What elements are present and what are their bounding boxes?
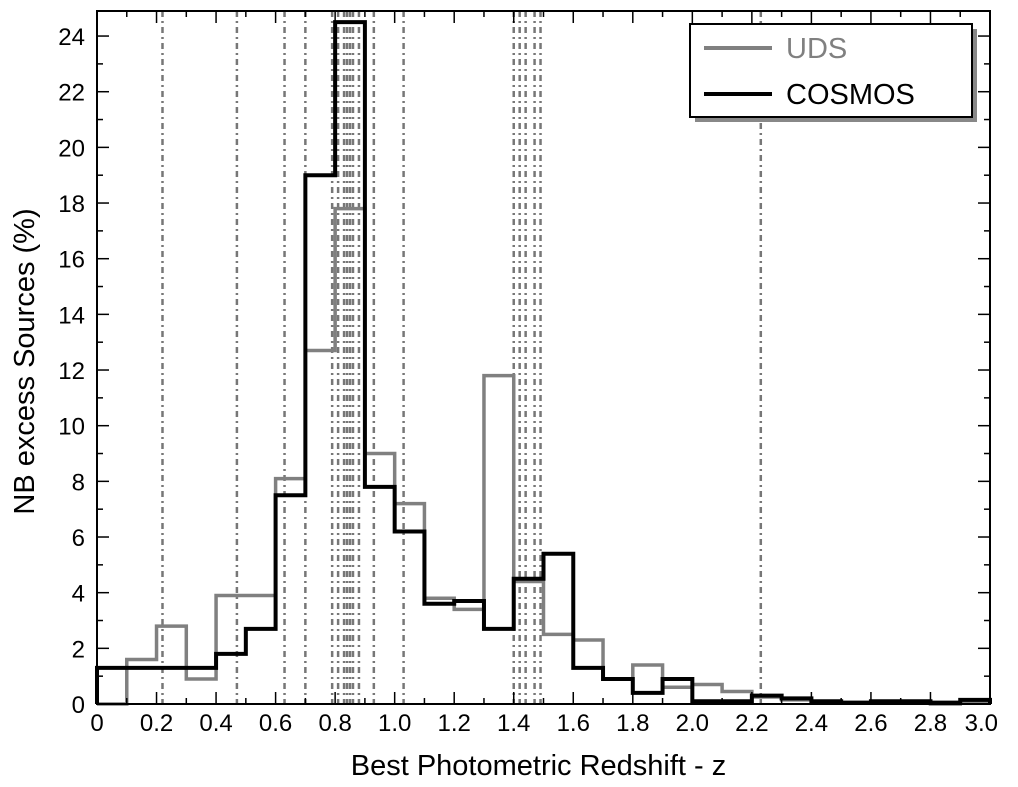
y-tick-label: 18 <box>58 191 85 218</box>
x-tick-label: 2.8 <box>914 710 947 737</box>
y-tick-label: 6 <box>72 525 85 552</box>
legend-label-cosmos: COSMOS <box>786 79 915 111</box>
x-tick-label: 0.8 <box>318 710 351 737</box>
x-tick-labels: 0 0.2 0.4 0.6 0.8 1.0 1.2 1.4 1.6 1.8 2.0 2.2 2.4 2.6… <box>90 710 998 737</box>
legend-box <box>689 23 973 118</box>
y-tick-label: 10 <box>58 414 85 441</box>
legend-label-uds: UDS <box>786 33 847 65</box>
x-axis-label: Best Photometric Redshift - z <box>351 750 727 782</box>
x-tick-label: 1.4 <box>497 710 530 737</box>
x-tick-label: 3.0 <box>965 710 998 737</box>
y-tick-label: 8 <box>72 469 85 496</box>
y-tick-label: 16 <box>58 247 85 274</box>
y-tick-label: 22 <box>58 80 85 107</box>
y-tick-label: 24 <box>58 24 85 51</box>
y-tick-label: 2 <box>72 636 85 663</box>
y-tick-label: 14 <box>58 302 85 329</box>
x-tick-label: 2.2 <box>735 710 768 737</box>
x-tick-label: 0.6 <box>259 710 292 737</box>
y-tick-label: 0 <box>72 692 85 719</box>
x-tick-label: 2.0 <box>676 710 709 737</box>
y-tick-label: 20 <box>58 135 85 162</box>
histogram-series <box>95 20 992 706</box>
x-tick-label: 1.8 <box>616 710 649 737</box>
x-tick-label: 0 <box>90 710 103 737</box>
x-tick-label: 2.6 <box>854 710 887 737</box>
x-tick-label: 1.6 <box>557 710 590 737</box>
axis-ticks <box>96 11 991 705</box>
x-tick-label: 0.2 <box>140 710 173 737</box>
legend-items: UDS COSMOS <box>704 33 915 111</box>
y-tick-label: 12 <box>58 358 85 385</box>
x-tick-label: 1.2 <box>438 710 471 737</box>
x-tick-label: 2.4 <box>795 710 828 737</box>
x-tick-label: 0.4 <box>199 710 232 737</box>
series-uds-step <box>97 206 992 706</box>
y-axis-label: NB excess Sources (%) <box>9 208 41 514</box>
x-tick-label: 1.0 <box>378 710 411 737</box>
legend: UDS COSMOS <box>689 23 977 122</box>
y-tick-label: 4 <box>72 581 85 608</box>
